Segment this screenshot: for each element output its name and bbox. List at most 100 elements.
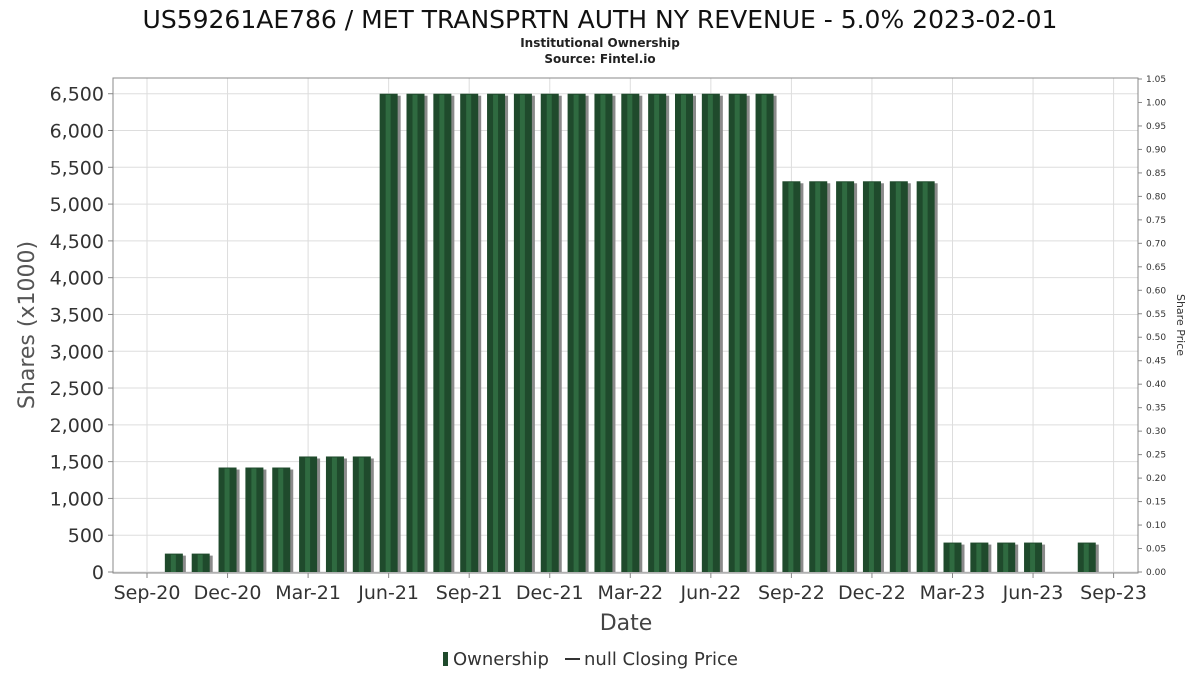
y2-tick-label: 1.05	[1146, 75, 1166, 85]
bar-highlight	[868, 182, 874, 572]
y2-tick-label: 0.85	[1146, 169, 1166, 179]
bar-highlight	[251, 468, 257, 572]
ownership-bar	[1077, 542, 1099, 572]
y-tick-label: 0	[92, 562, 104, 584]
y-tick-label: 2,500	[50, 378, 104, 400]
bar-highlight	[761, 94, 767, 572]
ownership-bar	[701, 93, 723, 572]
bar-highlight	[278, 468, 284, 572]
ownership-bar	[916, 181, 938, 572]
ownership-bar	[997, 542, 1019, 572]
y2-tick-label: 0.75	[1146, 216, 1166, 226]
y2-tick-label: 0.60	[1146, 286, 1166, 296]
chart-subtitle: Institutional Ownership	[520, 36, 680, 50]
bar-highlight	[385, 94, 391, 572]
ownership-bar	[943, 542, 965, 572]
ownership-bar	[191, 553, 213, 572]
y-tick-label: 5,000	[50, 194, 104, 216]
ownership-bar	[728, 93, 750, 572]
legend-ownership-label: Ownership	[453, 649, 549, 670]
y-tick-label: 500	[68, 525, 104, 547]
y2-tick-label: 0.95	[1146, 122, 1166, 132]
ownership-bar	[970, 542, 992, 572]
bar-highlight	[170, 554, 176, 572]
ownership-bar	[567, 93, 589, 572]
bar-highlight	[519, 94, 525, 572]
ownership-bar	[540, 93, 562, 572]
ownership-bar	[487, 93, 509, 572]
y2-tick-label: 0.40	[1146, 380, 1166, 390]
y2-tick-label: 0.65	[1146, 263, 1166, 273]
bar-highlight	[358, 457, 364, 572]
plot-frame	[112, 77, 1139, 574]
y2-tick-label: 0.70	[1146, 239, 1166, 249]
ownership-bar	[862, 181, 884, 572]
x-tick-label: Mar-23	[920, 582, 986, 604]
ownership-bar	[352, 456, 374, 572]
ownership-bar	[513, 93, 535, 572]
y2-axis: 0.00 0.05 0.10 0.15 0.20 0.25 0.30 0.35 0.40 0.45…	[1138, 75, 1166, 578]
y2-tick-label: 0.80	[1146, 192, 1166, 202]
y-tick-label: 3,500	[50, 304, 104, 326]
ownership-bar	[755, 93, 777, 572]
bar-highlight	[949, 543, 955, 572]
bar-highlight	[439, 94, 445, 572]
ownership-bar	[245, 467, 267, 572]
y-tick-label: 5,500	[50, 157, 104, 179]
bar-highlight	[654, 94, 660, 572]
y2-tick-label: 0.35	[1146, 404, 1166, 414]
ownership-bar	[648, 93, 670, 572]
ownership-bar	[299, 456, 321, 572]
x-tick-label: Dec-21	[516, 582, 584, 604]
bar-highlight	[922, 182, 928, 572]
y-axis: 0 500 1,000 1,500 2,000 2,500 3,000 3,500 4,000 4…	[50, 84, 113, 584]
x-tick-label: Sep-21	[436, 582, 503, 604]
legend-ownership-swatch	[443, 652, 448, 666]
y2-axis-label: Share Price	[1174, 294, 1187, 356]
bar-highlight	[331, 457, 337, 572]
x-tick-label: Dec-22	[838, 582, 906, 604]
chart-title: US59261AE786 / MET TRANSPRTN AUTH NY REV…	[143, 5, 1058, 34]
ownership-bar	[379, 93, 401, 572]
bar-highlight	[734, 94, 740, 572]
y2-tick-label: 0.00	[1146, 568, 1166, 578]
bar-highlight	[305, 457, 311, 572]
ownership-bar	[218, 467, 240, 572]
ownership-bar	[1024, 542, 1046, 572]
y2-tick-label: 0.90	[1146, 145, 1166, 155]
chart-source: Source: Fintel.io	[544, 52, 655, 66]
bar-highlight	[895, 182, 901, 572]
ownership-bar	[809, 181, 831, 572]
ownership-bar	[433, 93, 455, 572]
x-tick-label: Sep-23	[1080, 582, 1147, 604]
ownership-bar	[675, 93, 696, 572]
y-tick-label: 1,500	[50, 452, 104, 474]
bar-highlight	[788, 182, 794, 572]
bar-highlight	[573, 94, 579, 572]
x-axis: Sep-20 Dec-20 Mar-21 Jun-21 Sep-21 Dec-21 Mar-…	[114, 573, 1147, 604]
bar-highlight	[493, 94, 499, 572]
x-tick-label: Jun-23	[1002, 582, 1064, 604]
y2-tick-label: 0.50	[1146, 333, 1166, 343]
ownership-bar	[621, 93, 643, 572]
y-tick-label: 6,500	[50, 84, 104, 106]
legend-price-label: null Closing Price	[584, 649, 738, 670]
legend: Ownership null Closing Price	[443, 649, 738, 670]
x-tick-label: Mar-22	[597, 582, 663, 604]
ownership-bar	[325, 456, 347, 572]
y2-tick-label: 0.25	[1146, 451, 1166, 461]
y2-tick-label: 0.15	[1146, 498, 1166, 508]
ownership-bar	[406, 93, 428, 572]
y-axis-label: Shares (x1000)	[15, 241, 40, 409]
bar-layer	[164, 93, 1099, 572]
bar-highlight	[412, 94, 418, 572]
y2-tick-label: 0.30	[1146, 427, 1166, 437]
ownership-bar	[164, 553, 186, 572]
bar-highlight	[681, 94, 686, 572]
bar-highlight	[815, 182, 821, 572]
bar-highlight	[627, 94, 633, 572]
y2-tick-label: 1.00	[1146, 98, 1166, 108]
ownership-bar	[782, 181, 804, 572]
